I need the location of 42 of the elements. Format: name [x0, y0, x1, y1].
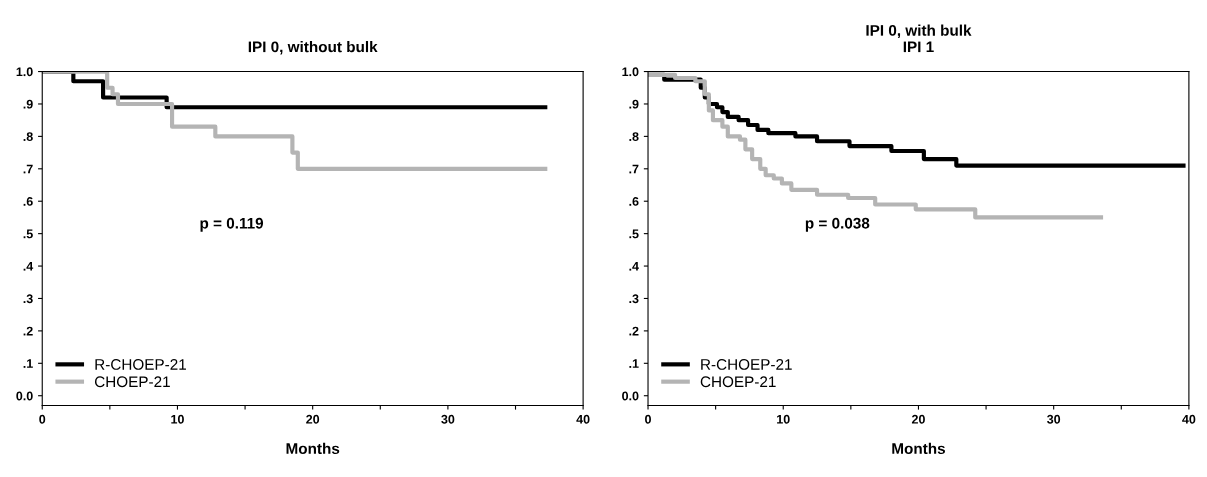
x-tick-label: 20: [306, 414, 320, 424]
y-tick-label: .8: [23, 132, 33, 142]
legend-label: CHOEP-21: [94, 376, 170, 388]
y-tick-label: .4: [629, 261, 639, 271]
x-tick-label: 0: [645, 414, 651, 424]
x-tick-label: 10: [777, 414, 790, 424]
y-tick-label: .5: [23, 229, 33, 239]
chart-title: IPI 0, with bulk IPI 1: [866, 24, 972, 53]
legend-label: R-CHOEP-21: [95, 359, 186, 370]
y-tick-label: .3: [23, 294, 33, 304]
x-tick-label: 30: [441, 414, 455, 424]
x-tick-label: 10: [171, 414, 184, 424]
y-tick-label: .9: [629, 99, 639, 109]
y-tick-label: .7: [23, 164, 33, 174]
x-tick-label: 0: [39, 414, 46, 424]
x-tick-label: 40: [1182, 414, 1196, 424]
legend-label: R-CHOEP-21: [701, 359, 792, 370]
y-tick-label: .6: [629, 197, 639, 206]
y-tick-label: .8: [629, 132, 639, 142]
x-tick-label: 30: [1047, 414, 1061, 424]
y-tick-label: 1.0: [622, 67, 639, 77]
y-tick-label: .3: [629, 294, 639, 304]
y-tick-label: 0.0: [622, 391, 639, 401]
y-tick-label: 0.0: [16, 391, 33, 401]
chart-title: IPI 0, without bulk: [248, 41, 378, 55]
y-tick-label: .5: [629, 229, 639, 239]
annotation: p = 0.038: [805, 217, 870, 232]
x-axis-title: Months: [286, 442, 340, 455]
y-tick-label: .2: [629, 326, 639, 336]
x-tick-label: 20: [911, 414, 925, 424]
y-tick-label: .2: [23, 326, 33, 336]
y-tick-label: .9: [23, 99, 33, 109]
y-tick-label: .1: [23, 359, 33, 368]
x-axis-title: Months: [892, 442, 945, 455]
y-tick-label: .6: [23, 197, 33, 206]
y-tick-label: 1.0: [16, 67, 33, 77]
y-tick-label: .7: [629, 164, 639, 174]
legend-label: CHOEP-21: [700, 376, 776, 388]
y-tick-label: .1: [629, 359, 639, 368]
y-tick-label: .4: [23, 261, 34, 271]
x-tick-label: 40: [576, 414, 590, 424]
annotation: p = 0.119: [200, 217, 264, 232]
